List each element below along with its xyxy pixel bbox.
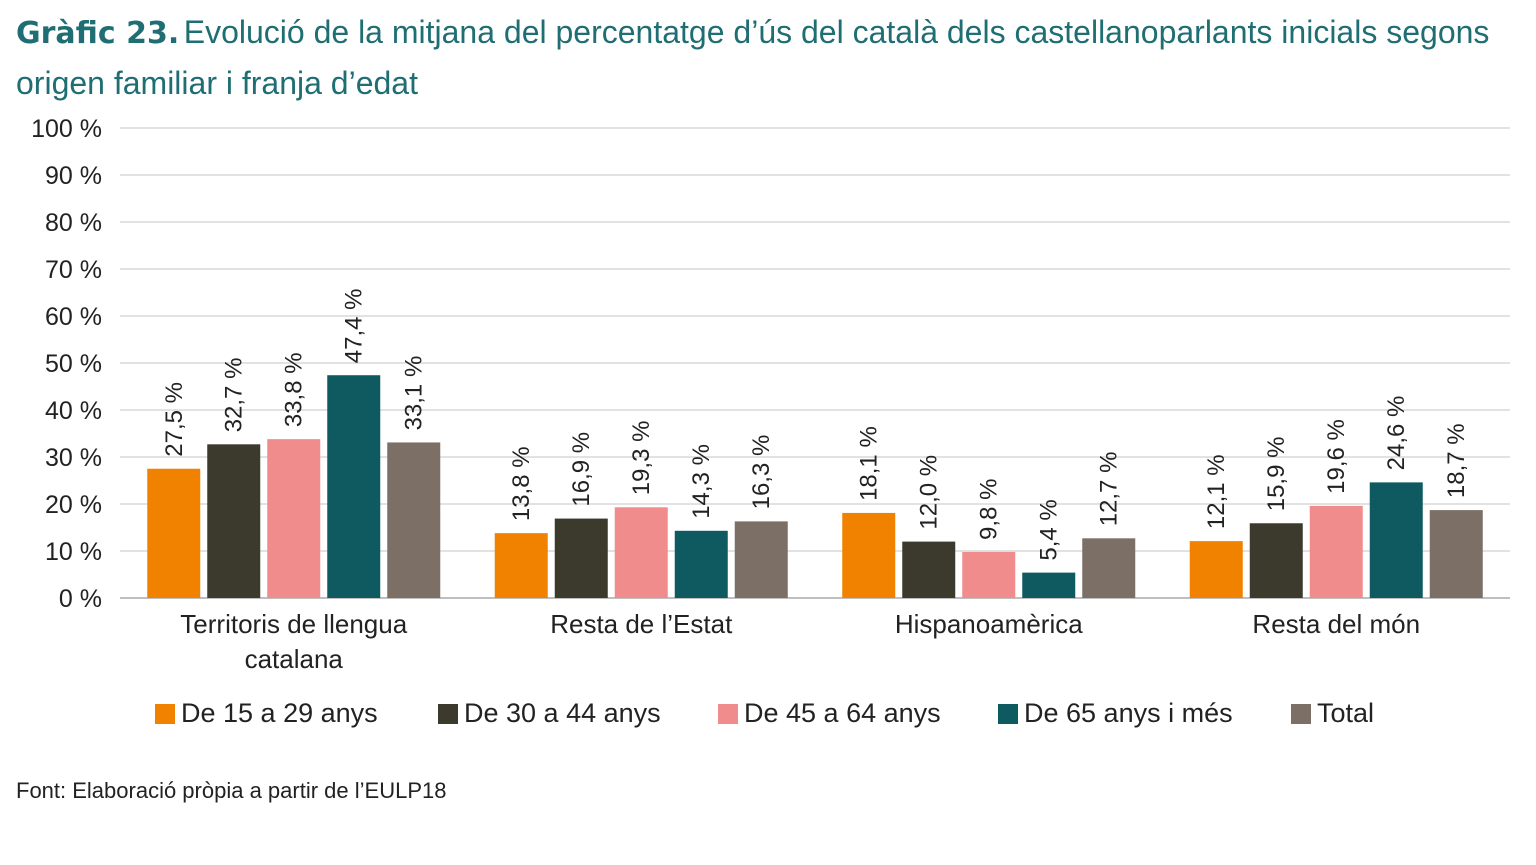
bar [614,507,668,598]
bar [207,444,261,598]
y-tick-label: 20 % [45,491,102,519]
legend-swatch [718,703,738,724]
data-label: 24,6 % [1383,396,1410,471]
bar [902,541,956,598]
legend-swatch [438,703,458,724]
bar [327,375,381,598]
data-label: 33,1 % [401,356,428,431]
data-label: 13,8 % [508,446,535,521]
data-label: 19,6 % [1323,419,1350,494]
legend-label: Total [1317,698,1375,728]
data-label: 18,1 % [856,426,883,501]
bar [1429,510,1483,598]
legend-label: De 45 a 64 anys [744,698,941,728]
data-label: 12,1 % [1203,454,1230,529]
bar [734,521,788,598]
data-label: 5,4 % [1036,499,1063,560]
y-axis-ticks: 0 % 10 % 20 % 30 % 40 % 50 % 60 % 70 % 80 % 90 % 1… [31,115,102,613]
data-labels: 27,5 % 32,7 % 33,8 % 47,4 % 33,1 % 13,8 % 16,9… [161,289,1471,561]
bar [267,439,321,598]
bar [962,551,1016,598]
bar [1309,505,1363,598]
data-label: 12,7 % [1096,452,1123,527]
y-tick-label: 70 % [45,256,102,284]
data-label: 27,5 % [161,382,188,457]
y-tick-label: 90 % [45,162,102,190]
bar-chart: 0 % 10 % 20 % 30 % 40 % 50 % 60 % 70 % 80 % 90 % 1… [31,115,1510,674]
chart-title-prefix: Gràfic 23. [16,16,180,51]
data-label: 12,0 % [916,455,943,530]
bar [147,468,201,598]
category-label: catalana [245,644,344,674]
bar [387,442,441,598]
data-label: 47,4 % [341,289,368,364]
data-label: 16,3 % [748,435,775,510]
data-label: 9,8 % [976,479,1003,540]
bar [1249,523,1303,598]
legend-label: De 65 anys i més [1024,698,1233,728]
bars [147,375,1483,598]
category-label: Hispanoamèrica [895,609,1083,639]
bar [1369,482,1423,598]
data-label: 16,9 % [568,432,595,507]
chart-legend: De 15 a 29 anys De 30 a 44 anys De 45 a 64… [0,698,1536,734]
y-tick-label: 80 % [45,209,102,237]
bar [494,533,548,598]
legend-item: Total [1291,698,1374,729]
y-tick-label: 60 % [45,303,102,331]
data-label: 33,8 % [281,352,308,427]
y-tick-label: 0 % [59,585,102,613]
bar [674,530,728,598]
legend-item: De 30 a 44 anys [438,698,661,729]
data-label: 18,7 % [1443,423,1470,498]
legend-label: De 15 a 29 anys [181,698,378,728]
bar [1022,572,1076,598]
bar [1189,541,1243,598]
chart-title-text: Evolució de la mitjana del percentatge d… [16,14,1490,101]
legend-item: De 45 a 64 anys [718,698,941,729]
legend-swatch [1291,703,1311,724]
x-axis-categories: Territoris de llengua catalana Resta de l’… [180,609,1420,674]
y-tick-label: 10 % [45,538,102,566]
category-label: Territoris de llengua [180,609,407,639]
chart-title: Gràfic 23. Evolució de la mitjana del pe… [16,10,1516,112]
y-tick-label: 30 % [45,444,102,472]
data-label: 19,3 % [628,421,655,496]
bar [842,512,896,598]
y-tick-label: 40 % [45,397,102,425]
legend-swatch [998,703,1018,724]
data-label: 14,3 % [688,444,715,519]
bar [554,518,608,598]
source-note: Font: Elaboració pròpia a partir de l’EU… [16,778,447,803]
legend-item: De 15 a 29 anys [155,698,378,729]
category-label: Resta del món [1252,609,1420,639]
category-label: Resta de l’Estat [550,609,733,639]
bar [1082,538,1136,598]
legend-swatch [155,703,175,724]
legend-item: De 65 anys i més [998,698,1233,729]
data-label: 32,7 % [221,358,248,433]
y-tick-label: 50 % [45,350,102,378]
data-label: 15,9 % [1263,437,1290,512]
y-tick-label: 100 % [31,115,102,143]
legend-label: De 30 a 44 anys [464,698,661,728]
